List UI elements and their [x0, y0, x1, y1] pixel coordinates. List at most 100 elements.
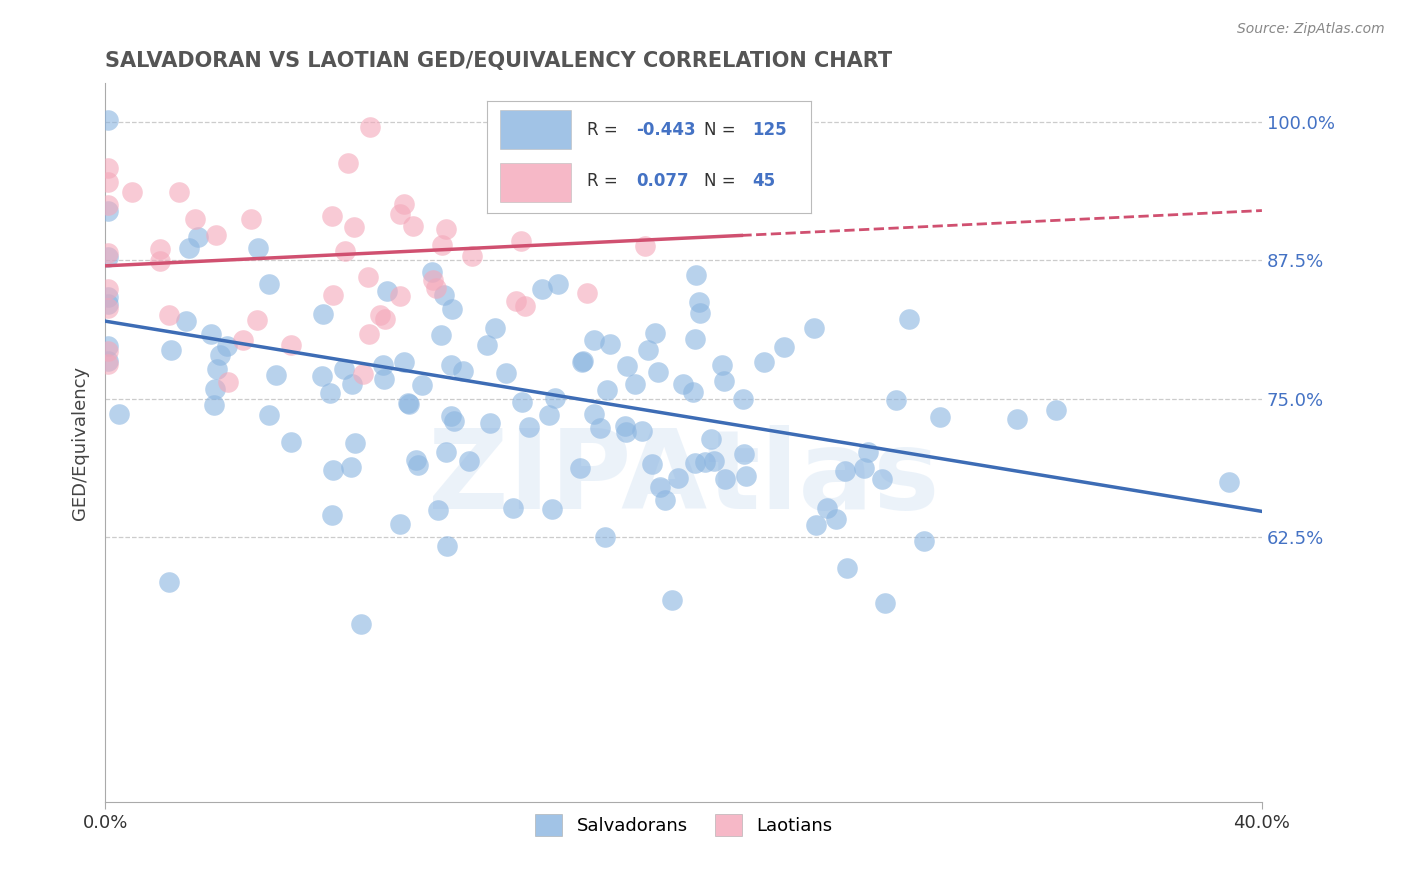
Point	[97, 203, 120, 218]
Point	[461, 249, 484, 263]
Point	[353, 367, 375, 381]
Point	[599, 337, 621, 351]
Point	[396, 396, 419, 410]
Point	[477, 338, 499, 352]
Point	[530, 282, 553, 296]
Point	[752, 355, 775, 369]
Point	[97, 113, 120, 128]
Point	[695, 455, 717, 469]
Point	[700, 432, 723, 446]
Point	[217, 375, 239, 389]
Point	[834, 464, 856, 478]
Point	[321, 508, 343, 522]
Point	[547, 277, 569, 291]
Point	[582, 334, 605, 348]
Point	[510, 395, 533, 409]
Point	[332, 362, 354, 376]
Point	[582, 408, 605, 422]
Point	[205, 362, 228, 376]
Point	[641, 457, 664, 471]
Point	[647, 365, 669, 379]
Point	[167, 186, 190, 200]
Point	[912, 533, 935, 548]
Point	[484, 320, 506, 334]
Point	[440, 359, 463, 373]
Point	[731, 392, 754, 406]
Point	[654, 493, 676, 508]
Point	[232, 333, 254, 347]
Point	[311, 368, 333, 383]
Point	[624, 376, 647, 391]
Point	[666, 471, 689, 485]
Point	[357, 327, 380, 342]
Point	[311, 307, 333, 321]
Point	[157, 575, 180, 590]
Point	[209, 348, 232, 362]
Point	[478, 416, 501, 430]
Point	[339, 460, 361, 475]
Text: SALVADORAN VS LAOTIAN GED/EQUIVALENCY CORRELATION CHART: SALVADORAN VS LAOTIAN GED/EQUIVALENCY CO…	[105, 51, 893, 70]
Point	[515, 299, 537, 313]
Point	[571, 355, 593, 369]
Point	[157, 308, 180, 322]
Point	[898, 312, 921, 326]
Point	[436, 539, 458, 553]
Point	[97, 282, 120, 296]
Y-axis label: GED/Equivalency: GED/Equivalency	[72, 366, 89, 520]
Text: ZIPAtlas: ZIPAtlas	[427, 425, 939, 533]
Point	[803, 321, 825, 335]
Point	[433, 287, 456, 301]
Point	[616, 359, 638, 373]
Point	[733, 446, 755, 460]
Point	[394, 355, 416, 369]
Point	[359, 120, 381, 134]
Point	[672, 376, 695, 391]
Point	[884, 392, 907, 407]
Point	[357, 269, 380, 284]
Text: Source: ZipAtlas.com: Source: ZipAtlas.com	[1237, 22, 1385, 37]
Point	[595, 530, 617, 544]
Point	[200, 327, 222, 342]
Point	[174, 314, 197, 328]
Point	[614, 419, 637, 434]
Point	[1218, 475, 1240, 489]
Point	[872, 472, 894, 486]
Point	[568, 461, 591, 475]
Point	[202, 398, 225, 412]
Point	[402, 219, 425, 233]
Point	[634, 238, 657, 252]
Point	[319, 385, 342, 400]
Point	[394, 197, 416, 211]
Point	[502, 501, 524, 516]
Point	[714, 472, 737, 486]
Point	[436, 221, 458, 235]
Point	[405, 453, 427, 467]
Point	[411, 378, 433, 392]
Point	[246, 313, 269, 327]
Point	[97, 161, 120, 175]
Point	[440, 302, 463, 317]
Point	[540, 501, 562, 516]
Point	[835, 561, 858, 575]
Point	[149, 242, 172, 256]
Point	[342, 219, 364, 234]
Point	[683, 332, 706, 346]
Point	[149, 254, 172, 268]
Point	[734, 468, 756, 483]
Point	[596, 383, 619, 397]
Point	[434, 445, 457, 459]
Point	[875, 596, 897, 610]
Point	[430, 238, 453, 252]
Point	[121, 185, 143, 199]
Point	[322, 288, 344, 302]
Point	[644, 326, 666, 340]
Point	[344, 436, 367, 450]
Point	[517, 420, 540, 434]
Point	[97, 343, 120, 358]
Point	[204, 382, 226, 396]
Point	[495, 366, 517, 380]
Point	[544, 391, 567, 405]
Point	[368, 308, 391, 322]
Point	[97, 175, 120, 189]
Point	[264, 368, 287, 382]
